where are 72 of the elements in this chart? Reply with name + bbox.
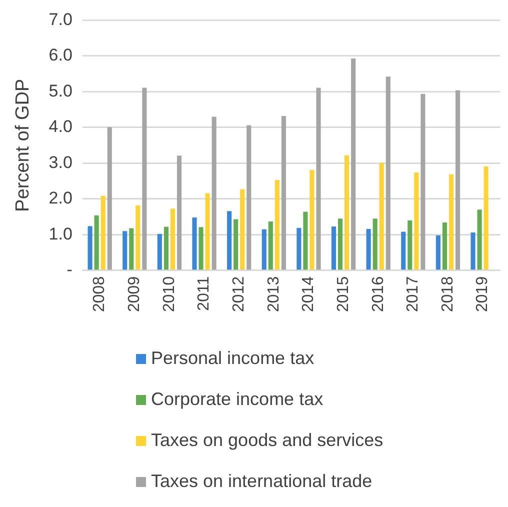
bar xyxy=(198,227,204,270)
bar xyxy=(107,127,112,270)
bar xyxy=(401,232,406,270)
bar xyxy=(157,234,162,270)
legend-label: Personal income tax xyxy=(151,348,314,369)
y-tick-label: 3.0 xyxy=(48,152,72,172)
bar xyxy=(142,88,147,270)
bar xyxy=(344,155,350,270)
bar xyxy=(262,229,266,270)
x-tick-label: 2009 xyxy=(126,276,144,312)
bar xyxy=(351,58,356,270)
bar xyxy=(94,215,99,270)
y-axis-title: Percent of GDP xyxy=(12,78,34,212)
legend-label: Taxes on goods and services xyxy=(151,430,384,451)
x-tick-label: 2012 xyxy=(230,276,248,312)
bar xyxy=(420,94,426,270)
bar xyxy=(296,228,302,270)
legend-label: Corporate income tax xyxy=(151,389,324,410)
bar xyxy=(372,218,378,270)
x-tick-label: 2019 xyxy=(474,276,492,312)
bar xyxy=(484,166,488,270)
x-tick-label: 2013 xyxy=(265,276,282,312)
x-tick-label: 2008 xyxy=(91,276,108,312)
bar xyxy=(366,228,371,270)
y-tick-label: 1.0 xyxy=(48,224,72,244)
bar xyxy=(164,226,168,270)
bar xyxy=(227,211,232,270)
bar xyxy=(470,232,476,270)
x-tick-label: 2017 xyxy=(404,276,422,312)
bar xyxy=(442,222,448,270)
bar xyxy=(436,235,440,270)
bar xyxy=(316,88,321,270)
bar xyxy=(338,218,343,270)
bar xyxy=(240,189,245,270)
legend-label: Taxes on international trade xyxy=(151,471,372,492)
bar xyxy=(192,218,197,270)
bar xyxy=(212,116,216,270)
bar xyxy=(455,90,460,270)
bar xyxy=(268,221,273,270)
y-tick-label: 6.0 xyxy=(48,46,72,65)
bar xyxy=(176,156,182,270)
bar xyxy=(408,220,412,270)
bar xyxy=(281,116,286,270)
x-tick-label: 2014 xyxy=(300,276,318,312)
y-tick-label: 5.0 xyxy=(48,81,72,100)
bar xyxy=(88,226,92,270)
bar xyxy=(100,196,106,270)
bar xyxy=(477,210,482,270)
x-tick-label: 2016 xyxy=(370,276,387,312)
x-tick-label: 2015 xyxy=(334,276,352,312)
bar xyxy=(331,226,336,270)
y-tick-label: - xyxy=(66,260,72,280)
bar xyxy=(246,125,252,270)
y-tick-label: 4.0 xyxy=(48,117,72,136)
bar xyxy=(170,208,176,270)
bar xyxy=(274,180,280,270)
x-tick-label: 2011 xyxy=(196,276,213,311)
bar xyxy=(205,193,210,270)
bar xyxy=(234,219,238,270)
x-tick-label: 2018 xyxy=(439,276,456,312)
bar xyxy=(136,205,140,270)
bar xyxy=(122,231,128,270)
x-tick-label: 2010 xyxy=(160,276,178,312)
bar xyxy=(414,172,419,270)
bar xyxy=(379,162,384,270)
bar xyxy=(129,228,134,270)
bar xyxy=(303,212,308,270)
bar xyxy=(448,174,454,270)
y-tick-label: 7.0 xyxy=(48,10,72,29)
y-tick-label: 2.0 xyxy=(48,188,72,208)
bar xyxy=(386,76,390,270)
bar xyxy=(310,170,314,270)
